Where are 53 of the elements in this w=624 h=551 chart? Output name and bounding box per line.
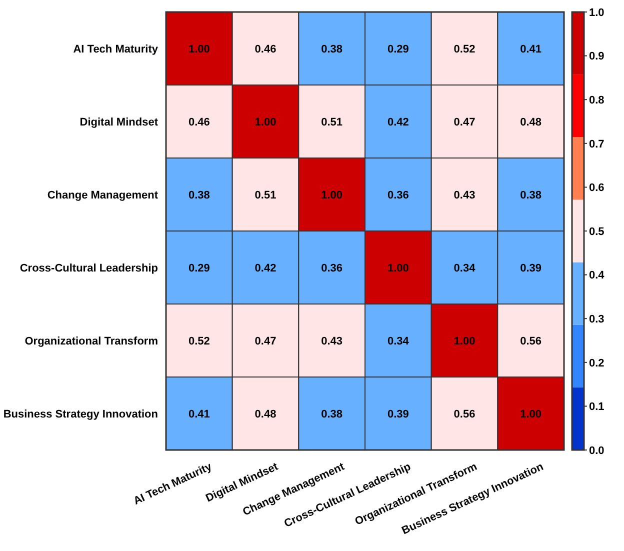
data-label: 1.00 [387, 262, 409, 274]
y-tick-label: Organizational Transform [24, 335, 158, 348]
y-tick-label: Digital Mindset [80, 116, 158, 128]
data-label: 0.36 [321, 262, 343, 274]
data-label: 0.48 [520, 116, 542, 128]
data-label: 0.38 [520, 189, 542, 202]
data-label: 0.51 [254, 189, 276, 202]
data-label: 0.51 [321, 116, 343, 128]
data-label: 0.46 [254, 43, 276, 56]
data-label: 1.00 [254, 116, 276, 128]
color-bar-label: 0.6 [589, 182, 604, 194]
data-label: 0.56 [454, 408, 476, 420]
data-label: 0.39 [387, 408, 409, 420]
color-bar-label: 0.4 [589, 270, 606, 282]
data-label: 0.52 [454, 43, 476, 56]
color-bar-label: 0.7 [589, 138, 604, 150]
y-tick-label: AI Tech Maturity [73, 43, 159, 56]
color-bar-label: 0.3 [589, 313, 604, 326]
data-label: 0.47 [454, 116, 476, 128]
data-label: 0.29 [387, 43, 409, 56]
data-label: 0.34 [454, 262, 476, 274]
color-bar-label: 0.9 [589, 50, 604, 63]
data-label: 0.46 [188, 116, 210, 128]
data-label: 0.41 [520, 43, 542, 56]
color-bar-label: 0.1 [589, 401, 604, 414]
data-label: 0.42 [387, 116, 409, 128]
data-label: 0.39 [520, 262, 542, 274]
data-label: 0.43 [321, 335, 343, 348]
data-label: 1.00 [188, 43, 210, 56]
color-bar-label: 0.8 [589, 94, 604, 106]
data-label: 0.43 [454, 189, 476, 202]
color-bar-label: 1.0 [589, 6, 604, 19]
y-tick-label: Cross-Cultural Leadership [20, 262, 158, 274]
data-label: 0.56 [520, 335, 542, 348]
data-label: 0.48 [254, 408, 276, 420]
data-label: 1.00 [321, 189, 343, 202]
color-bar-label: 0.2 [589, 357, 604, 370]
color-bar-label: 0.5 [589, 226, 604, 238]
data-label: 0.34 [387, 335, 410, 348]
color-bar-label: 0.0 [589, 444, 604, 457]
data-label: 1.00 [454, 335, 476, 348]
y-tick-label: Change Management [47, 189, 158, 202]
data-label: 0.47 [254, 335, 276, 348]
data-label: 1.00 [520, 408, 542, 420]
data-label: 0.29 [188, 262, 210, 274]
data-label: 0.38 [321, 43, 343, 56]
y-tick-label: Business Strategy Innovation [3, 408, 158, 420]
data-label: 0.52 [188, 335, 210, 348]
data-label: 0.36 [387, 189, 409, 202]
data-label: 0.42 [254, 262, 276, 274]
data-label: 0.38 [188, 189, 210, 202]
data-label: 0.41 [188, 408, 210, 420]
data-label: 0.38 [321, 408, 343, 420]
